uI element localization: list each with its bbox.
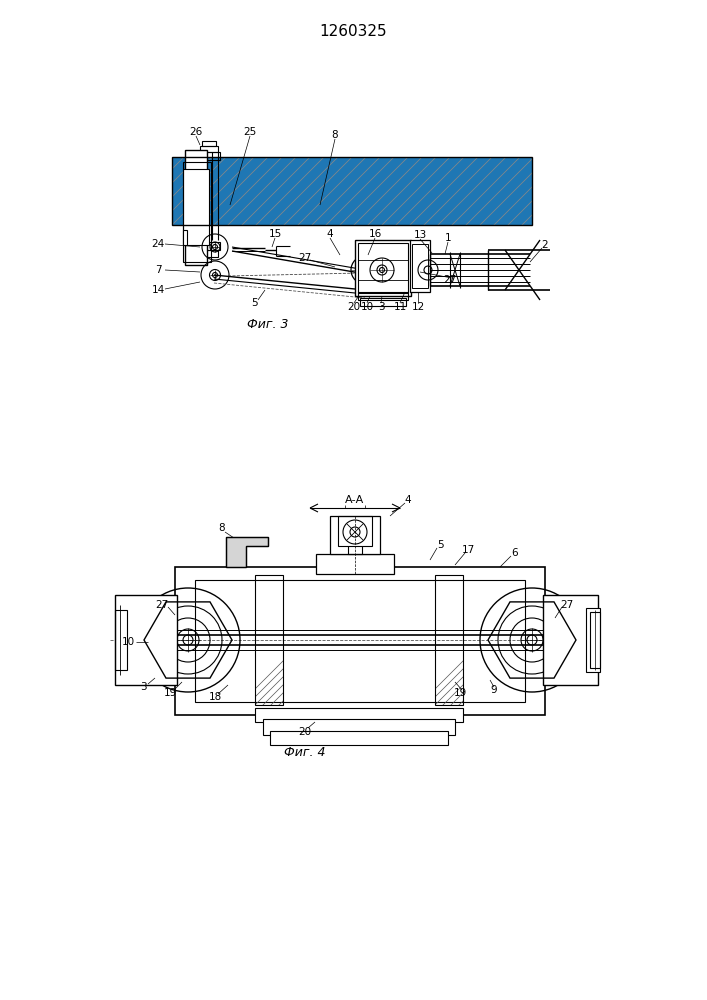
Text: 12: 12 <box>411 302 425 312</box>
Text: 25: 25 <box>243 127 257 137</box>
Text: 16: 16 <box>368 229 382 239</box>
Bar <box>435 575 463 705</box>
Text: 27: 27 <box>443 275 457 285</box>
Bar <box>360 298 406 306</box>
Text: 13: 13 <box>414 230 426 240</box>
Text: 26: 26 <box>189 127 203 137</box>
Bar <box>172 157 532 225</box>
Bar <box>412 244 428 288</box>
Bar <box>586 608 600 672</box>
Bar <box>200 146 218 152</box>
Polygon shape <box>226 537 268 567</box>
Text: А-А: А-А <box>346 495 365 505</box>
Text: Фиг. 3: Фиг. 3 <box>247 318 288 332</box>
Bar <box>202 141 216 146</box>
Bar <box>255 575 283 705</box>
Text: 20: 20 <box>298 727 312 737</box>
Bar <box>255 575 283 705</box>
Bar <box>435 575 463 705</box>
Text: 2: 2 <box>542 240 549 250</box>
Text: 10: 10 <box>361 302 373 312</box>
Text: 3: 3 <box>140 682 146 692</box>
Bar <box>185 150 207 265</box>
Text: 1: 1 <box>445 233 451 243</box>
Bar <box>198 242 220 250</box>
Polygon shape <box>226 537 268 567</box>
Bar <box>355 240 411 296</box>
Text: 14: 14 <box>151 285 165 295</box>
Text: 8: 8 <box>332 130 339 140</box>
Bar <box>200 250 218 257</box>
Text: 3: 3 <box>378 302 385 312</box>
Bar <box>183 162 211 262</box>
Text: 4: 4 <box>404 495 411 505</box>
Text: 27: 27 <box>156 600 169 610</box>
Bar <box>410 240 430 292</box>
Text: 11: 11 <box>393 302 407 312</box>
Text: 5: 5 <box>437 540 443 550</box>
Text: 10: 10 <box>122 637 134 647</box>
Bar <box>255 708 463 722</box>
Bar <box>175 567 545 715</box>
Text: 20: 20 <box>347 302 361 312</box>
Bar <box>358 243 408 293</box>
Text: 27: 27 <box>561 600 573 610</box>
Text: 17: 17 <box>462 545 474 555</box>
Text: 9: 9 <box>491 685 497 695</box>
Text: 4: 4 <box>327 229 333 239</box>
Bar <box>330 516 380 554</box>
Bar <box>316 554 394 574</box>
Bar <box>115 595 177 685</box>
Text: 6: 6 <box>512 548 518 558</box>
Bar <box>183 230 187 245</box>
Text: 5: 5 <box>252 298 258 308</box>
Text: 24: 24 <box>151 239 165 249</box>
Bar <box>358 292 408 300</box>
Text: 8: 8 <box>218 523 226 533</box>
Bar <box>338 516 372 546</box>
Bar <box>195 580 525 702</box>
Bar <box>590 612 600 668</box>
Text: 27: 27 <box>298 253 312 263</box>
Text: 19: 19 <box>163 688 177 698</box>
Text: 1260325: 1260325 <box>319 24 387 39</box>
Text: 18: 18 <box>209 692 221 702</box>
Bar <box>115 610 127 670</box>
Bar <box>198 152 220 160</box>
Bar <box>543 595 598 685</box>
Text: Фиг. 4: Фиг. 4 <box>284 746 326 758</box>
Bar <box>263 719 455 735</box>
Bar <box>183 169 209 245</box>
Bar <box>172 157 532 225</box>
Text: 15: 15 <box>269 229 281 239</box>
Text: 19: 19 <box>453 688 467 698</box>
Bar <box>270 731 448 745</box>
Text: 7: 7 <box>155 265 161 275</box>
